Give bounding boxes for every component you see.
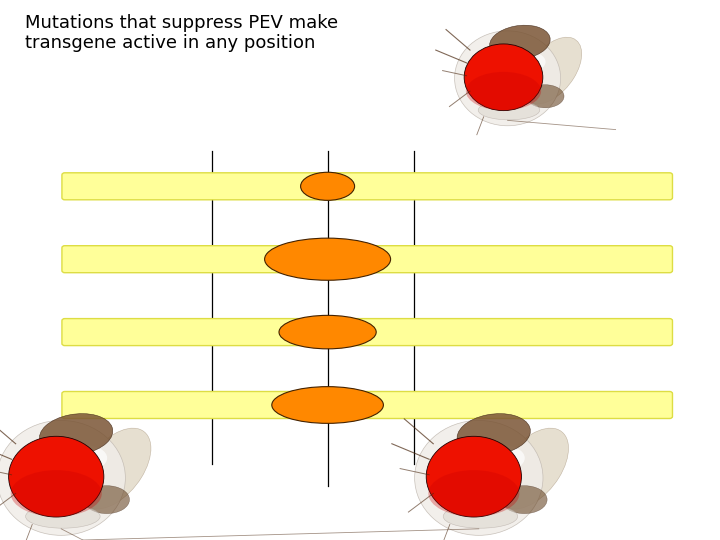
Ellipse shape <box>279 315 377 349</box>
Ellipse shape <box>444 504 518 528</box>
FancyBboxPatch shape <box>62 246 672 273</box>
Ellipse shape <box>79 428 151 509</box>
Ellipse shape <box>466 72 541 110</box>
Ellipse shape <box>457 414 531 455</box>
Ellipse shape <box>502 485 547 514</box>
Ellipse shape <box>62 445 107 471</box>
Ellipse shape <box>40 414 113 455</box>
Ellipse shape <box>454 31 561 126</box>
Ellipse shape <box>301 172 355 200</box>
Ellipse shape <box>426 436 521 517</box>
Ellipse shape <box>84 485 130 514</box>
FancyBboxPatch shape <box>62 173 672 200</box>
Ellipse shape <box>265 238 391 280</box>
Ellipse shape <box>464 44 543 111</box>
Ellipse shape <box>480 445 525 471</box>
Text: Mutations that suppress PEV make
transgene active in any position: Mutations that suppress PEV make transge… <box>25 14 338 52</box>
FancyBboxPatch shape <box>62 319 672 346</box>
Ellipse shape <box>490 25 550 59</box>
Ellipse shape <box>11 470 102 517</box>
Ellipse shape <box>523 37 582 104</box>
Ellipse shape <box>271 387 384 423</box>
FancyBboxPatch shape <box>62 392 672 418</box>
Ellipse shape <box>0 421 125 535</box>
Ellipse shape <box>9 436 104 517</box>
Ellipse shape <box>478 100 540 120</box>
Ellipse shape <box>526 85 564 108</box>
Ellipse shape <box>26 504 100 528</box>
Ellipse shape <box>508 51 546 73</box>
Ellipse shape <box>415 421 543 535</box>
Ellipse shape <box>428 470 519 517</box>
Ellipse shape <box>497 428 569 509</box>
